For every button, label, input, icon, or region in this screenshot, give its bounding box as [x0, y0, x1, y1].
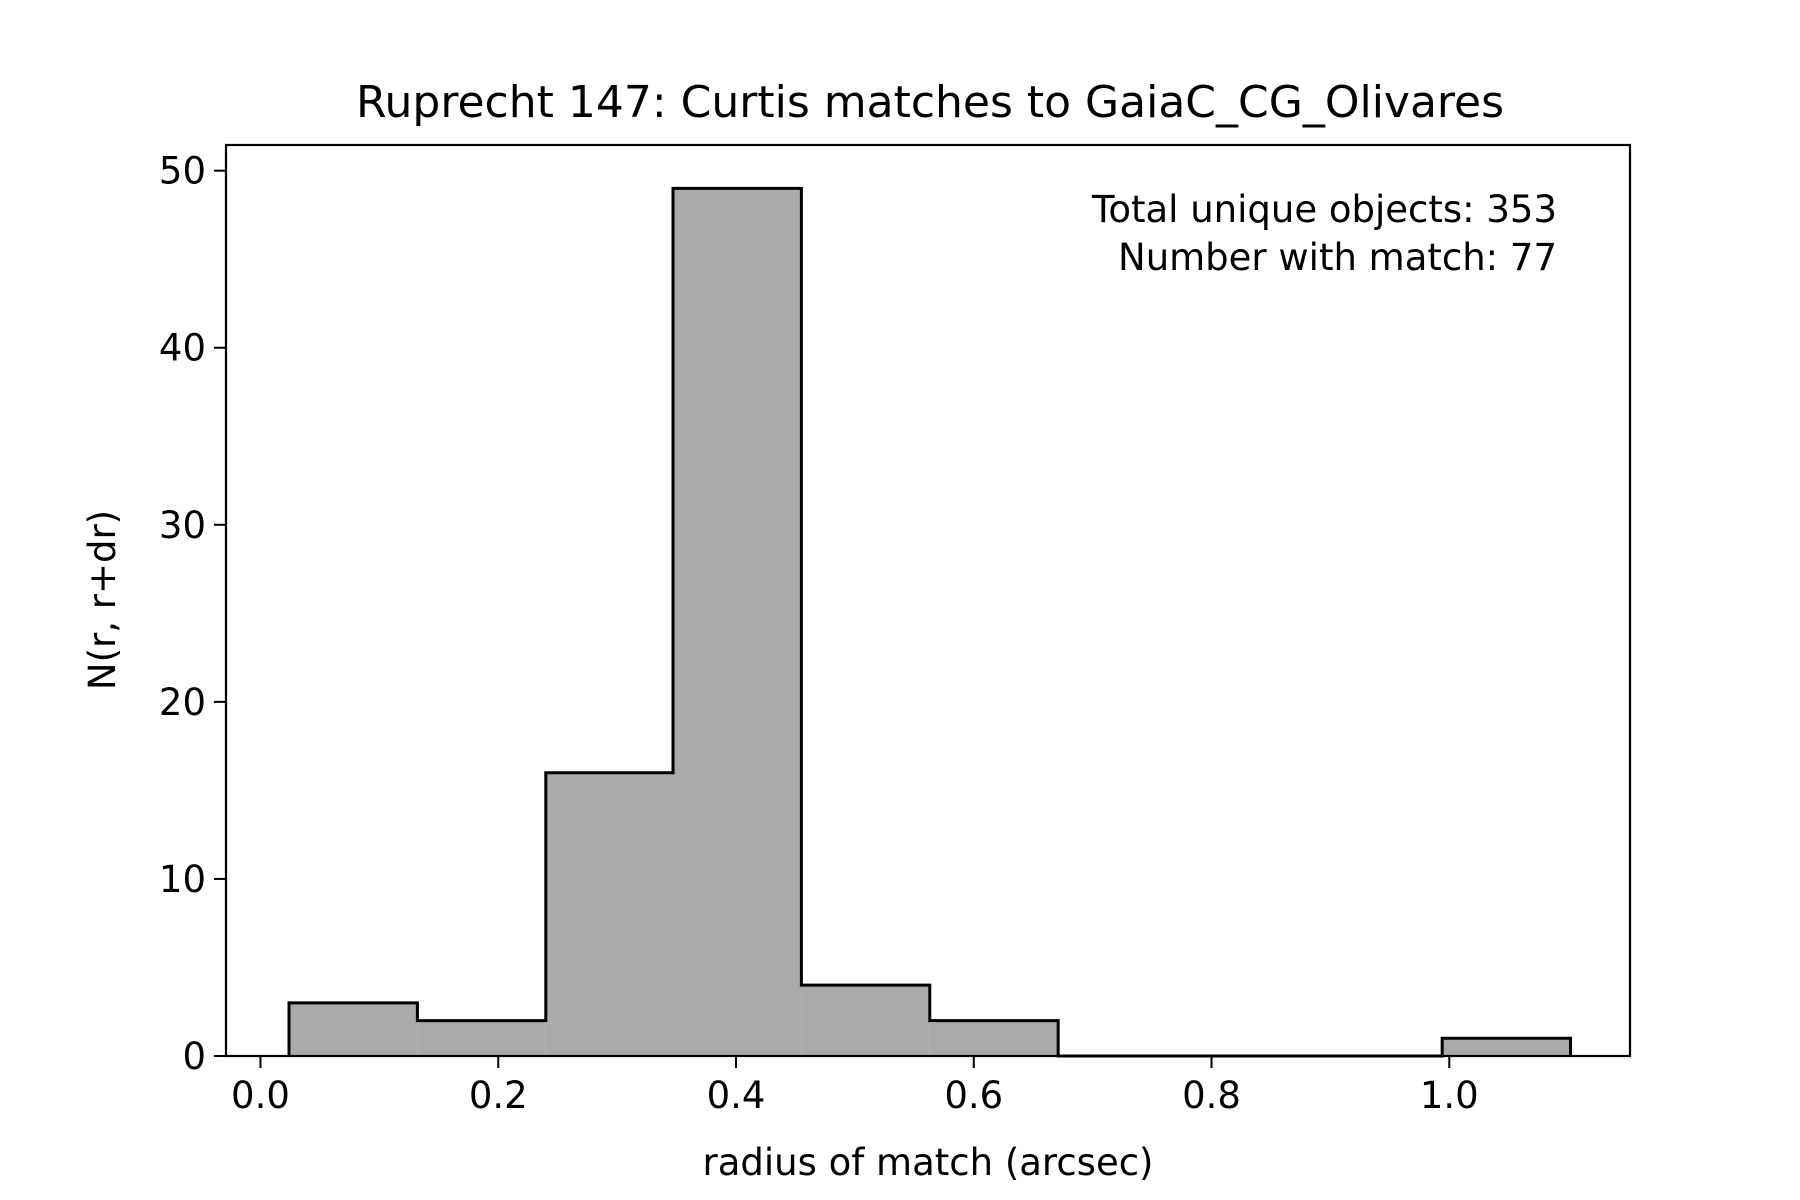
- histogram-bar: [1442, 1038, 1571, 1056]
- annotation-number-with-match: Number with match: 77: [1118, 236, 1557, 279]
- histogram-outline: [287, 186, 1573, 1058]
- annotation-total-unique-objects: Total unique objects: 353: [1091, 188, 1557, 231]
- y-tick-label: 40: [159, 327, 206, 370]
- x-tick-label: 0.6: [944, 1074, 1003, 1117]
- histogram-bar: [289, 1002, 418, 1056]
- histogram-bar: [545, 772, 673, 1056]
- x-tick-label: 1.0: [1420, 1074, 1479, 1117]
- y-axis-ticks: 0 10 20 30 40 50: [159, 150, 226, 1078]
- plot-frame: [224, 143, 1632, 1058]
- y-tick-label: 30: [159, 504, 206, 547]
- histogram-bars: [287, 186, 1573, 1058]
- x-tick-label: 0.8: [1182, 1074, 1241, 1117]
- x-tick-label: 0.0: [231, 1074, 290, 1117]
- histogram-bar: [929, 1020, 1059, 1056]
- y-tick-label: 20: [159, 681, 206, 724]
- histogram-bar: [417, 1020, 546, 1056]
- y-axis-label: N(r, r+dr): [81, 510, 124, 690]
- y-tick-label: 0: [182, 1035, 206, 1078]
- histogram-bar: [801, 985, 930, 1056]
- x-axis-ticks: 0.0 0.2 0.4 0.6 0.8 1.0: [231, 1056, 1479, 1117]
- chart-title: Ruprecht 147: Curtis matches to GaiaC_CG…: [356, 77, 1504, 128]
- x-tick-label: 0.4: [707, 1074, 766, 1117]
- y-tick-label: 10: [159, 858, 206, 901]
- histogram-bar: [672, 188, 802, 1056]
- x-axis-label: radius of match (arcsec): [702, 1141, 1153, 1184]
- x-tick-label: 0.2: [469, 1074, 528, 1117]
- y-tick-label: 50: [159, 150, 206, 193]
